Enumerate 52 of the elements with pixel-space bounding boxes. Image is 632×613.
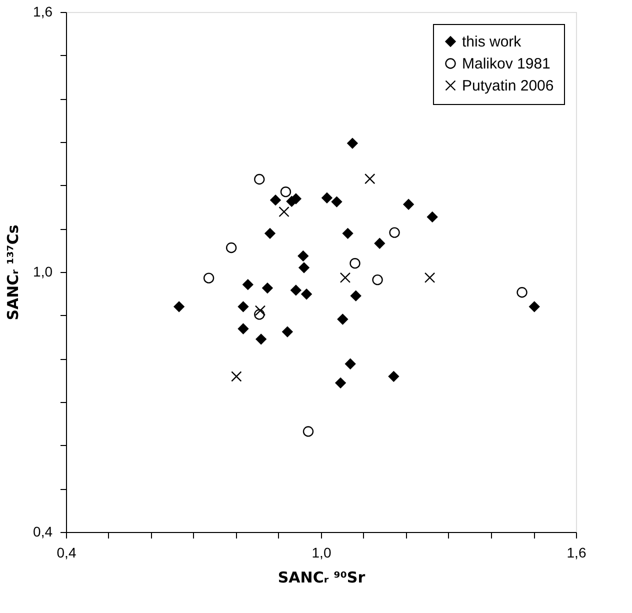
point (388, 371, 400, 382)
point (424, 272, 436, 283)
y-tick-label: 1,0 (33, 264, 53, 280)
x-axis-title: SANCᵣ ⁹⁰Sr (278, 568, 366, 586)
point (270, 194, 281, 206)
point (238, 301, 249, 312)
point (278, 206, 290, 218)
point (347, 138, 358, 149)
point (350, 290, 362, 302)
point (340, 272, 351, 283)
point (342, 228, 354, 239)
point (335, 378, 346, 388)
y-axis-title: SANCᵣ ¹³⁷Cs (4, 224, 22, 320)
point (302, 426, 314, 437)
point (516, 287, 528, 298)
legend-label: Putyatin 2006 (462, 78, 554, 94)
point (337, 314, 348, 325)
point (254, 174, 265, 185)
point (262, 282, 273, 294)
point (350, 258, 360, 269)
point (403, 199, 414, 210)
x-tick-label: 1,0 (312, 544, 332, 560)
point (282, 326, 293, 338)
point (364, 173, 376, 184)
point (226, 242, 237, 254)
y-tick-label: 0,4 (33, 524, 53, 540)
point (254, 305, 266, 316)
point (427, 212, 438, 222)
point (529, 301, 540, 312)
point (331, 196, 342, 208)
point (344, 358, 356, 370)
point (264, 228, 276, 239)
point (374, 238, 385, 249)
point (322, 192, 332, 204)
point (242, 279, 254, 290)
point (174, 301, 184, 312)
point (290, 284, 302, 296)
point (256, 334, 266, 345)
point (301, 288, 312, 300)
point (298, 262, 310, 274)
x-tick-label: 0,4 (56, 544, 76, 560)
x-tick-label: 1,6 (566, 544, 586, 560)
legend-label: Malikov 1981 (462, 56, 550, 72)
point (238, 323, 249, 334)
point (280, 186, 292, 198)
point (203, 272, 214, 284)
legend-label: this work (462, 34, 522, 50)
point (372, 274, 383, 286)
y-tick-label: 1,6 (33, 4, 53, 20)
point (298, 250, 308, 262)
point (389, 227, 400, 238)
point (231, 371, 242, 382)
